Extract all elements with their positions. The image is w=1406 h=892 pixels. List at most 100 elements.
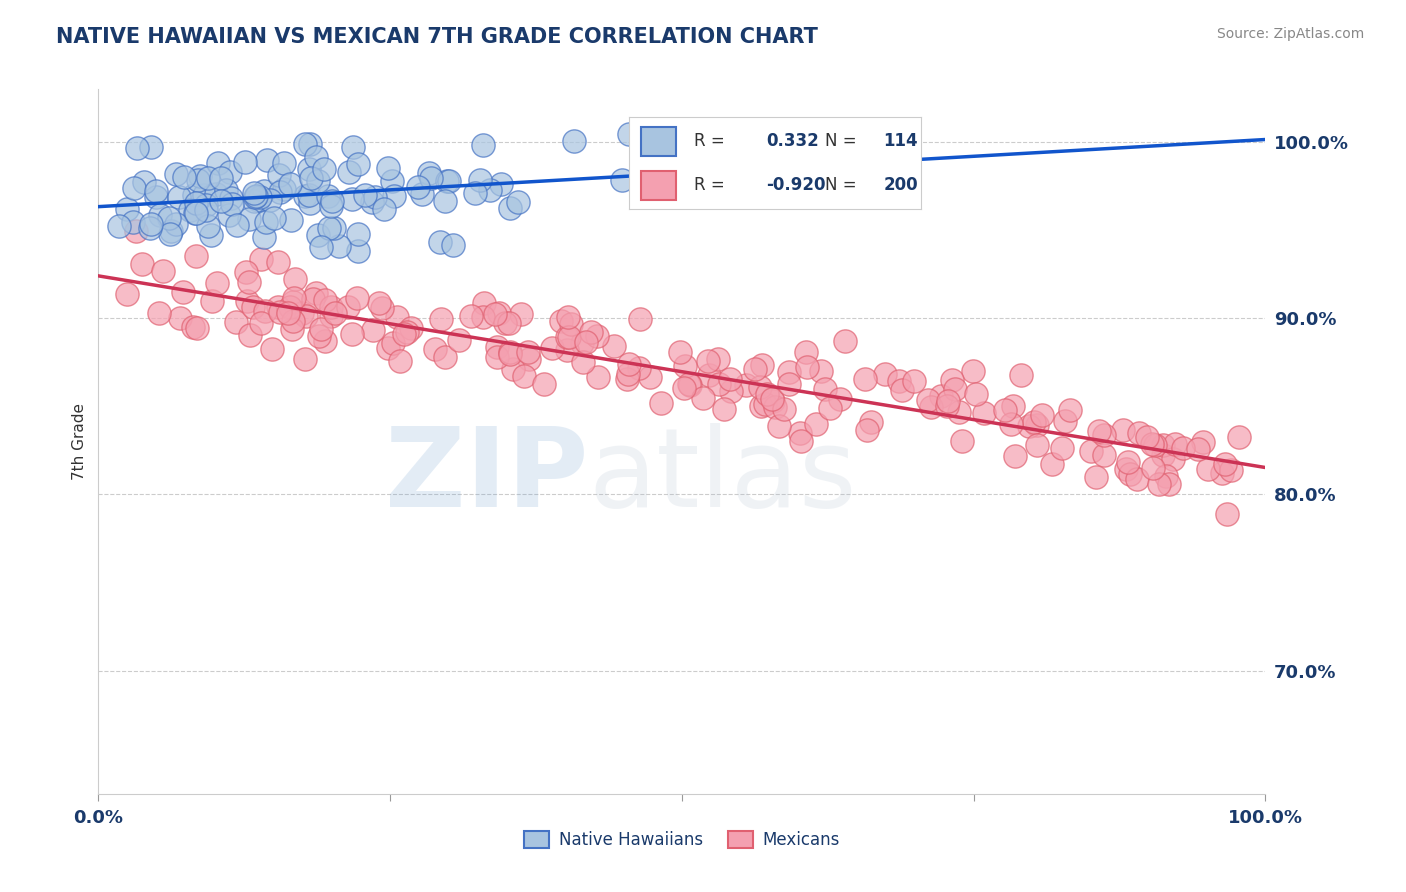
Point	[263, 211, 285, 226]
Point	[253, 229, 276, 244]
Point	[377, 341, 399, 355]
Point	[430, 312, 453, 326]
Point	[763, 400, 786, 414]
Point	[273, 156, 295, 170]
Point	[425, 343, 447, 357]
Point	[1211, 466, 1233, 480]
Point	[834, 334, 856, 349]
Point	[1094, 448, 1116, 462]
Point	[488, 306, 510, 320]
Point	[371, 301, 394, 315]
Point	[486, 350, 509, 364]
Point	[420, 171, 443, 186]
Point	[226, 219, 249, 233]
Point	[814, 382, 837, 396]
Point	[307, 227, 329, 242]
Point	[127, 141, 149, 155]
Point	[209, 171, 232, 186]
Point	[291, 306, 314, 320]
Point	[720, 384, 742, 399]
Point	[141, 217, 163, 231]
Point	[1031, 408, 1053, 422]
Point	[269, 185, 291, 199]
Point	[516, 345, 538, 359]
Point	[145, 189, 167, 203]
Point	[828, 392, 851, 407]
Text: ZIP: ZIP	[385, 424, 589, 530]
Point	[1152, 448, 1174, 462]
Point	[299, 137, 322, 152]
Point	[197, 219, 219, 233]
Point	[1187, 442, 1209, 457]
Point	[806, 417, 828, 431]
Point	[436, 174, 458, 188]
Point	[122, 181, 145, 195]
Point	[1004, 449, 1026, 463]
Point	[267, 255, 290, 269]
Point	[243, 194, 266, 208]
Point	[193, 188, 215, 202]
Point	[558, 329, 581, 343]
Point	[181, 320, 204, 334]
Point	[382, 335, 405, 350]
Point	[121, 215, 143, 229]
Point	[1053, 413, 1076, 427]
Point	[256, 153, 278, 168]
Point	[1142, 461, 1164, 475]
Point	[617, 357, 640, 371]
Point	[152, 263, 174, 277]
Point	[340, 193, 363, 207]
Point	[494, 317, 516, 331]
Point	[1000, 417, 1022, 431]
Point	[756, 387, 779, 401]
Point	[249, 190, 271, 204]
Point	[305, 285, 328, 300]
Point	[278, 300, 301, 314]
Point	[1025, 438, 1047, 452]
Point	[225, 315, 247, 329]
Point	[294, 351, 316, 366]
Point	[941, 373, 963, 387]
Point	[557, 310, 579, 324]
Point	[434, 351, 457, 365]
Point	[309, 322, 332, 336]
Point	[485, 340, 508, 354]
Point	[1112, 423, 1135, 437]
Point	[603, 339, 626, 353]
Point	[1216, 507, 1239, 521]
Point	[768, 167, 790, 181]
Point	[284, 272, 307, 286]
Point	[319, 199, 342, 213]
Point	[875, 367, 897, 381]
Point	[347, 227, 370, 241]
Point	[1142, 437, 1164, 451]
Point	[1018, 419, 1040, 434]
Point	[377, 161, 399, 176]
Point	[778, 377, 800, 392]
Point	[381, 174, 404, 188]
Point	[1080, 444, 1102, 458]
Point	[973, 406, 995, 420]
Point	[903, 374, 925, 388]
Point	[250, 252, 273, 266]
Point	[318, 221, 340, 235]
Point	[269, 305, 291, 319]
Point	[762, 394, 785, 409]
Text: NATIVE HAWAIIAN VS MEXICAN 7TH GRADE CORRELATION CHART: NATIVE HAWAIIAN VS MEXICAN 7TH GRADE COR…	[56, 27, 818, 46]
Point	[460, 309, 482, 323]
Point	[517, 351, 540, 366]
Point	[363, 323, 385, 337]
Point	[471, 137, 494, 152]
Point	[437, 174, 460, 188]
Point	[360, 195, 382, 210]
Point	[200, 227, 222, 242]
Point	[219, 164, 242, 178]
Point	[449, 333, 471, 347]
Point	[157, 211, 180, 225]
Point	[1010, 368, 1032, 383]
Point	[294, 189, 316, 203]
Point	[761, 392, 783, 406]
Point	[498, 316, 520, 330]
Point	[139, 140, 162, 154]
Point	[321, 301, 343, 315]
